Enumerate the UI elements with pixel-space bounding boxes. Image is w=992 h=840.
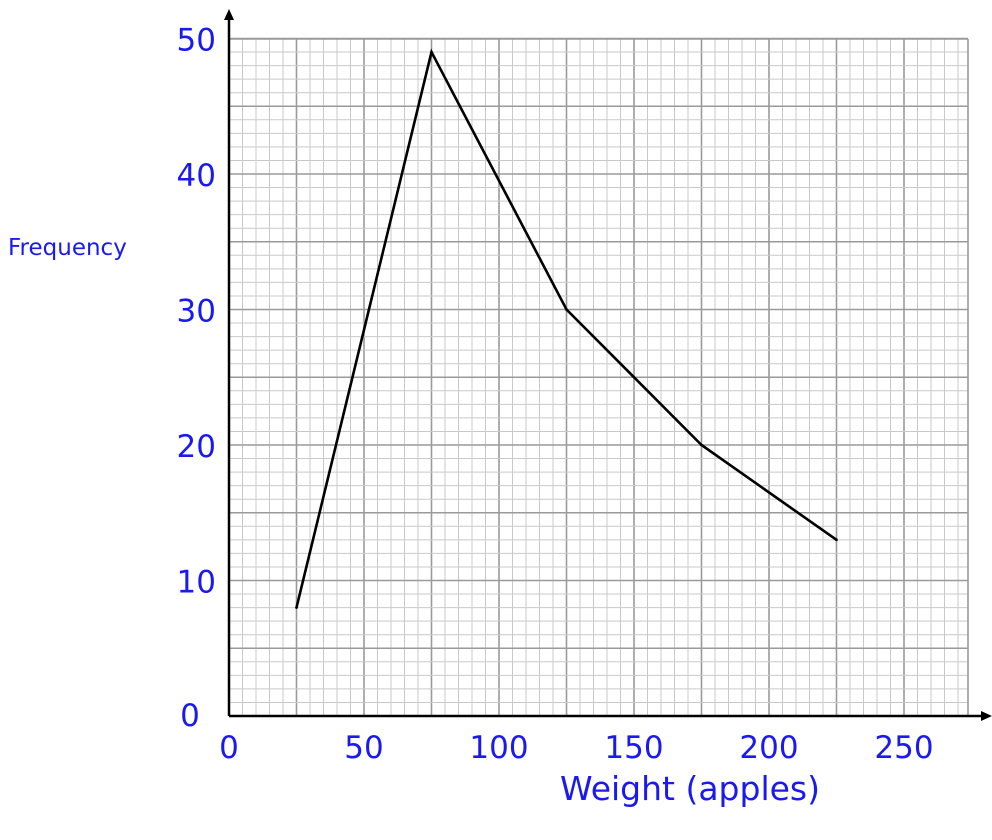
data-point-3 xyxy=(700,443,703,447)
x-tick-label-200: 200 xyxy=(739,730,798,766)
data-point-4 xyxy=(835,538,838,542)
y-tick-label-20: 20 xyxy=(177,429,216,465)
data-point-0 xyxy=(295,606,298,609)
y-axis-arrow xyxy=(224,9,234,20)
y-tick-labels: 0 10 20 30 40 50 xyxy=(177,23,216,735)
y-tick-label-50: 50 xyxy=(177,23,216,59)
data-point-1 xyxy=(430,50,433,54)
x-axis-arrow xyxy=(981,711,992,721)
plot-grid xyxy=(229,37,969,716)
y-axis-label: Frequency xyxy=(8,235,127,261)
data-point-2 xyxy=(565,308,568,311)
x-tick-label-100: 100 xyxy=(469,730,528,766)
x-axis-label: Weight (apples) xyxy=(560,769,820,808)
y-tick-label-40: 40 xyxy=(177,158,216,194)
x-tick-label-0: 0 xyxy=(219,730,239,766)
series-layer xyxy=(295,48,838,609)
y-tick-label-0: 0 xyxy=(180,698,200,734)
y-tick-label-10: 10 xyxy=(177,565,216,601)
y-tick-label-30: 30 xyxy=(177,294,216,330)
x-tick-label-150: 150 xyxy=(604,730,663,766)
x-tick-label-250: 250 xyxy=(874,730,933,766)
x-tick-labels: 0 50 100 150 200 250 xyxy=(219,730,933,766)
x-tick-label-50: 50 xyxy=(344,730,383,766)
